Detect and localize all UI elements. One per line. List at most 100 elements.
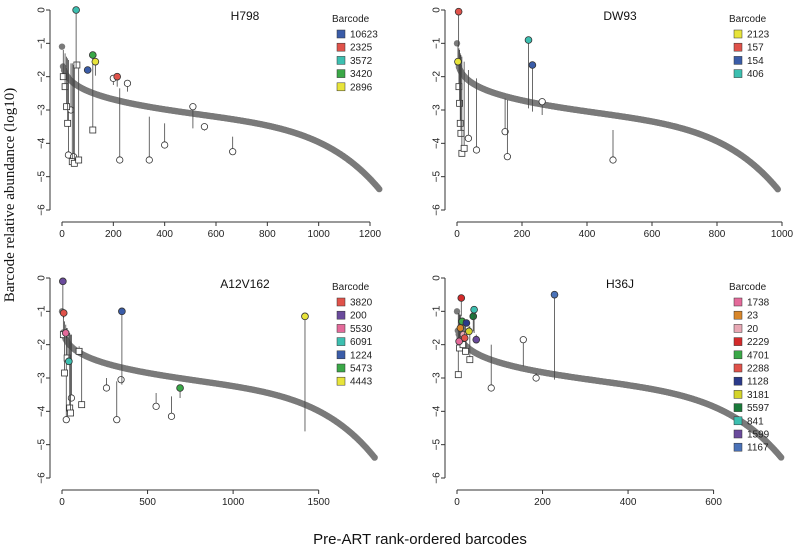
legend-entry: 406 (747, 69, 764, 80)
y-tick-label: −5 (37, 171, 48, 183)
x-tick-label: 0 (59, 497, 65, 508)
legend-entry: 3572 (350, 56, 373, 67)
legend-entry: 2896 (350, 82, 373, 93)
open-circle-point (117, 376, 125, 384)
panel-title: H798 (231, 9, 260, 23)
y-tick-label: −6 (37, 204, 48, 216)
open-square-point (63, 103, 71, 111)
y-tick-label: −6 (432, 204, 443, 216)
legend-entry: 4701 (747, 350, 770, 361)
y-tick-label: −5 (432, 439, 443, 451)
panel-title: A12V162 (220, 277, 270, 291)
panel-a12v162: A12V162 0 −1 −2 −3 −4 −5 −6 0 500 1000 1500 Barcode 3… (37, 275, 378, 508)
curve-point (777, 454, 785, 461)
open-square-point (75, 347, 83, 355)
open-circle-point (487, 384, 495, 392)
open-circle-point (189, 103, 197, 111)
x-tick-label: 1200 (359, 229, 382, 240)
barcode-point (59, 277, 67, 286)
y-tick-label: −2 (432, 339, 443, 351)
x-tick-label: 1500 (308, 497, 331, 508)
legend-entry: 1128 (747, 377, 769, 388)
curve-point (371, 454, 378, 461)
barcode-point (460, 334, 469, 342)
y-tick-label: −1 (37, 37, 48, 49)
x-tick-label: 1000 (308, 229, 331, 240)
legend-title: Barcode (332, 282, 370, 293)
y-tick-label: −3 (37, 372, 48, 384)
legend-entry: 5473 (350, 364, 373, 375)
y-tick-label: −6 (37, 472, 48, 484)
legend-swatch (733, 390, 743, 399)
y-tick-label: −1 (432, 305, 443, 317)
open-square-point (64, 119, 72, 127)
legend-swatch (336, 69, 346, 78)
x-tick-label: 600 (208, 229, 225, 240)
y-tick-label: −2 (432, 71, 443, 83)
y-tick-label: −2 (37, 339, 48, 351)
open-circle-point (67, 394, 76, 402)
legend-title: Barcode (729, 282, 767, 293)
barcode-point (61, 329, 70, 337)
legend-entry: 2325 (350, 43, 373, 54)
legend-entry: 5597 (747, 403, 770, 414)
barcode-point (469, 312, 478, 321)
y-tick-label: −3 (432, 372, 443, 384)
legend-swatch (336, 42, 346, 52)
barcode-point (455, 337, 463, 346)
y-tick-label: −4 (432, 137, 443, 149)
y-axis-label: Barcode relative abundance (log10) (2, 88, 18, 302)
open-square-point (78, 401, 86, 409)
open-square-point (456, 119, 464, 127)
panel-title: DW93 (603, 9, 637, 23)
legend-entry: 200 (350, 311, 367, 322)
y-tick-label: −6 (432, 472, 443, 484)
barcode-point (59, 309, 68, 317)
legend-swatch (733, 42, 743, 52)
x-tick-label: 200 (534, 497, 551, 508)
curve-point (58, 43, 66, 50)
legend-swatch (336, 310, 346, 320)
legend-entry: 2229 (747, 337, 770, 348)
barcode-point (113, 72, 121, 81)
open-circle-point (152, 402, 160, 410)
legend-entry: 1599 (747, 430, 770, 441)
legend-title: Barcode (332, 14, 370, 25)
open-square-point (454, 371, 462, 379)
barcode-point (472, 335, 481, 344)
open-circle-point (145, 156, 153, 164)
legend-swatch (733, 297, 743, 307)
curve-point (774, 186, 781, 193)
open-circle-point (200, 123, 209, 131)
y-tick-label: 0 (432, 275, 443, 281)
y-tick-label: −2 (37, 71, 48, 83)
legend-entry: 5530 (350, 324, 373, 335)
open-circle-point (519, 336, 527, 344)
barcode-point (176, 384, 184, 392)
legend-entry: 2288 (747, 364, 770, 375)
open-circle-point (62, 416, 70, 424)
x-tick-label: 1000 (771, 229, 794, 240)
y-tick-label: −5 (432, 171, 443, 183)
open-square-point (89, 126, 97, 134)
legend-entry: 841 (747, 416, 764, 427)
barcode-point (528, 61, 537, 69)
legend: Barcode 10623 2325 3572 3420 2896 (332, 14, 378, 93)
open-circle-point (102, 384, 111, 392)
x-axis-label: Pre-ART rank-ordered barcodes (313, 531, 527, 548)
curve-point (453, 308, 461, 315)
x-tick-label: 0 (454, 497, 460, 508)
barcode-point (72, 6, 80, 14)
barcode-point (465, 327, 473, 336)
legend-swatch (733, 403, 743, 412)
open-square-point (67, 409, 74, 417)
y-tick-label: −4 (37, 137, 48, 149)
barcode-point (454, 7, 463, 16)
barcode-point (118, 307, 126, 316)
barcode-point (462, 319, 471, 327)
legend-swatch (733, 29, 743, 39)
x-tick-label: 0 (59, 229, 65, 240)
x-tick-label: 200 (514, 229, 531, 240)
barcode-point (301, 312, 309, 321)
